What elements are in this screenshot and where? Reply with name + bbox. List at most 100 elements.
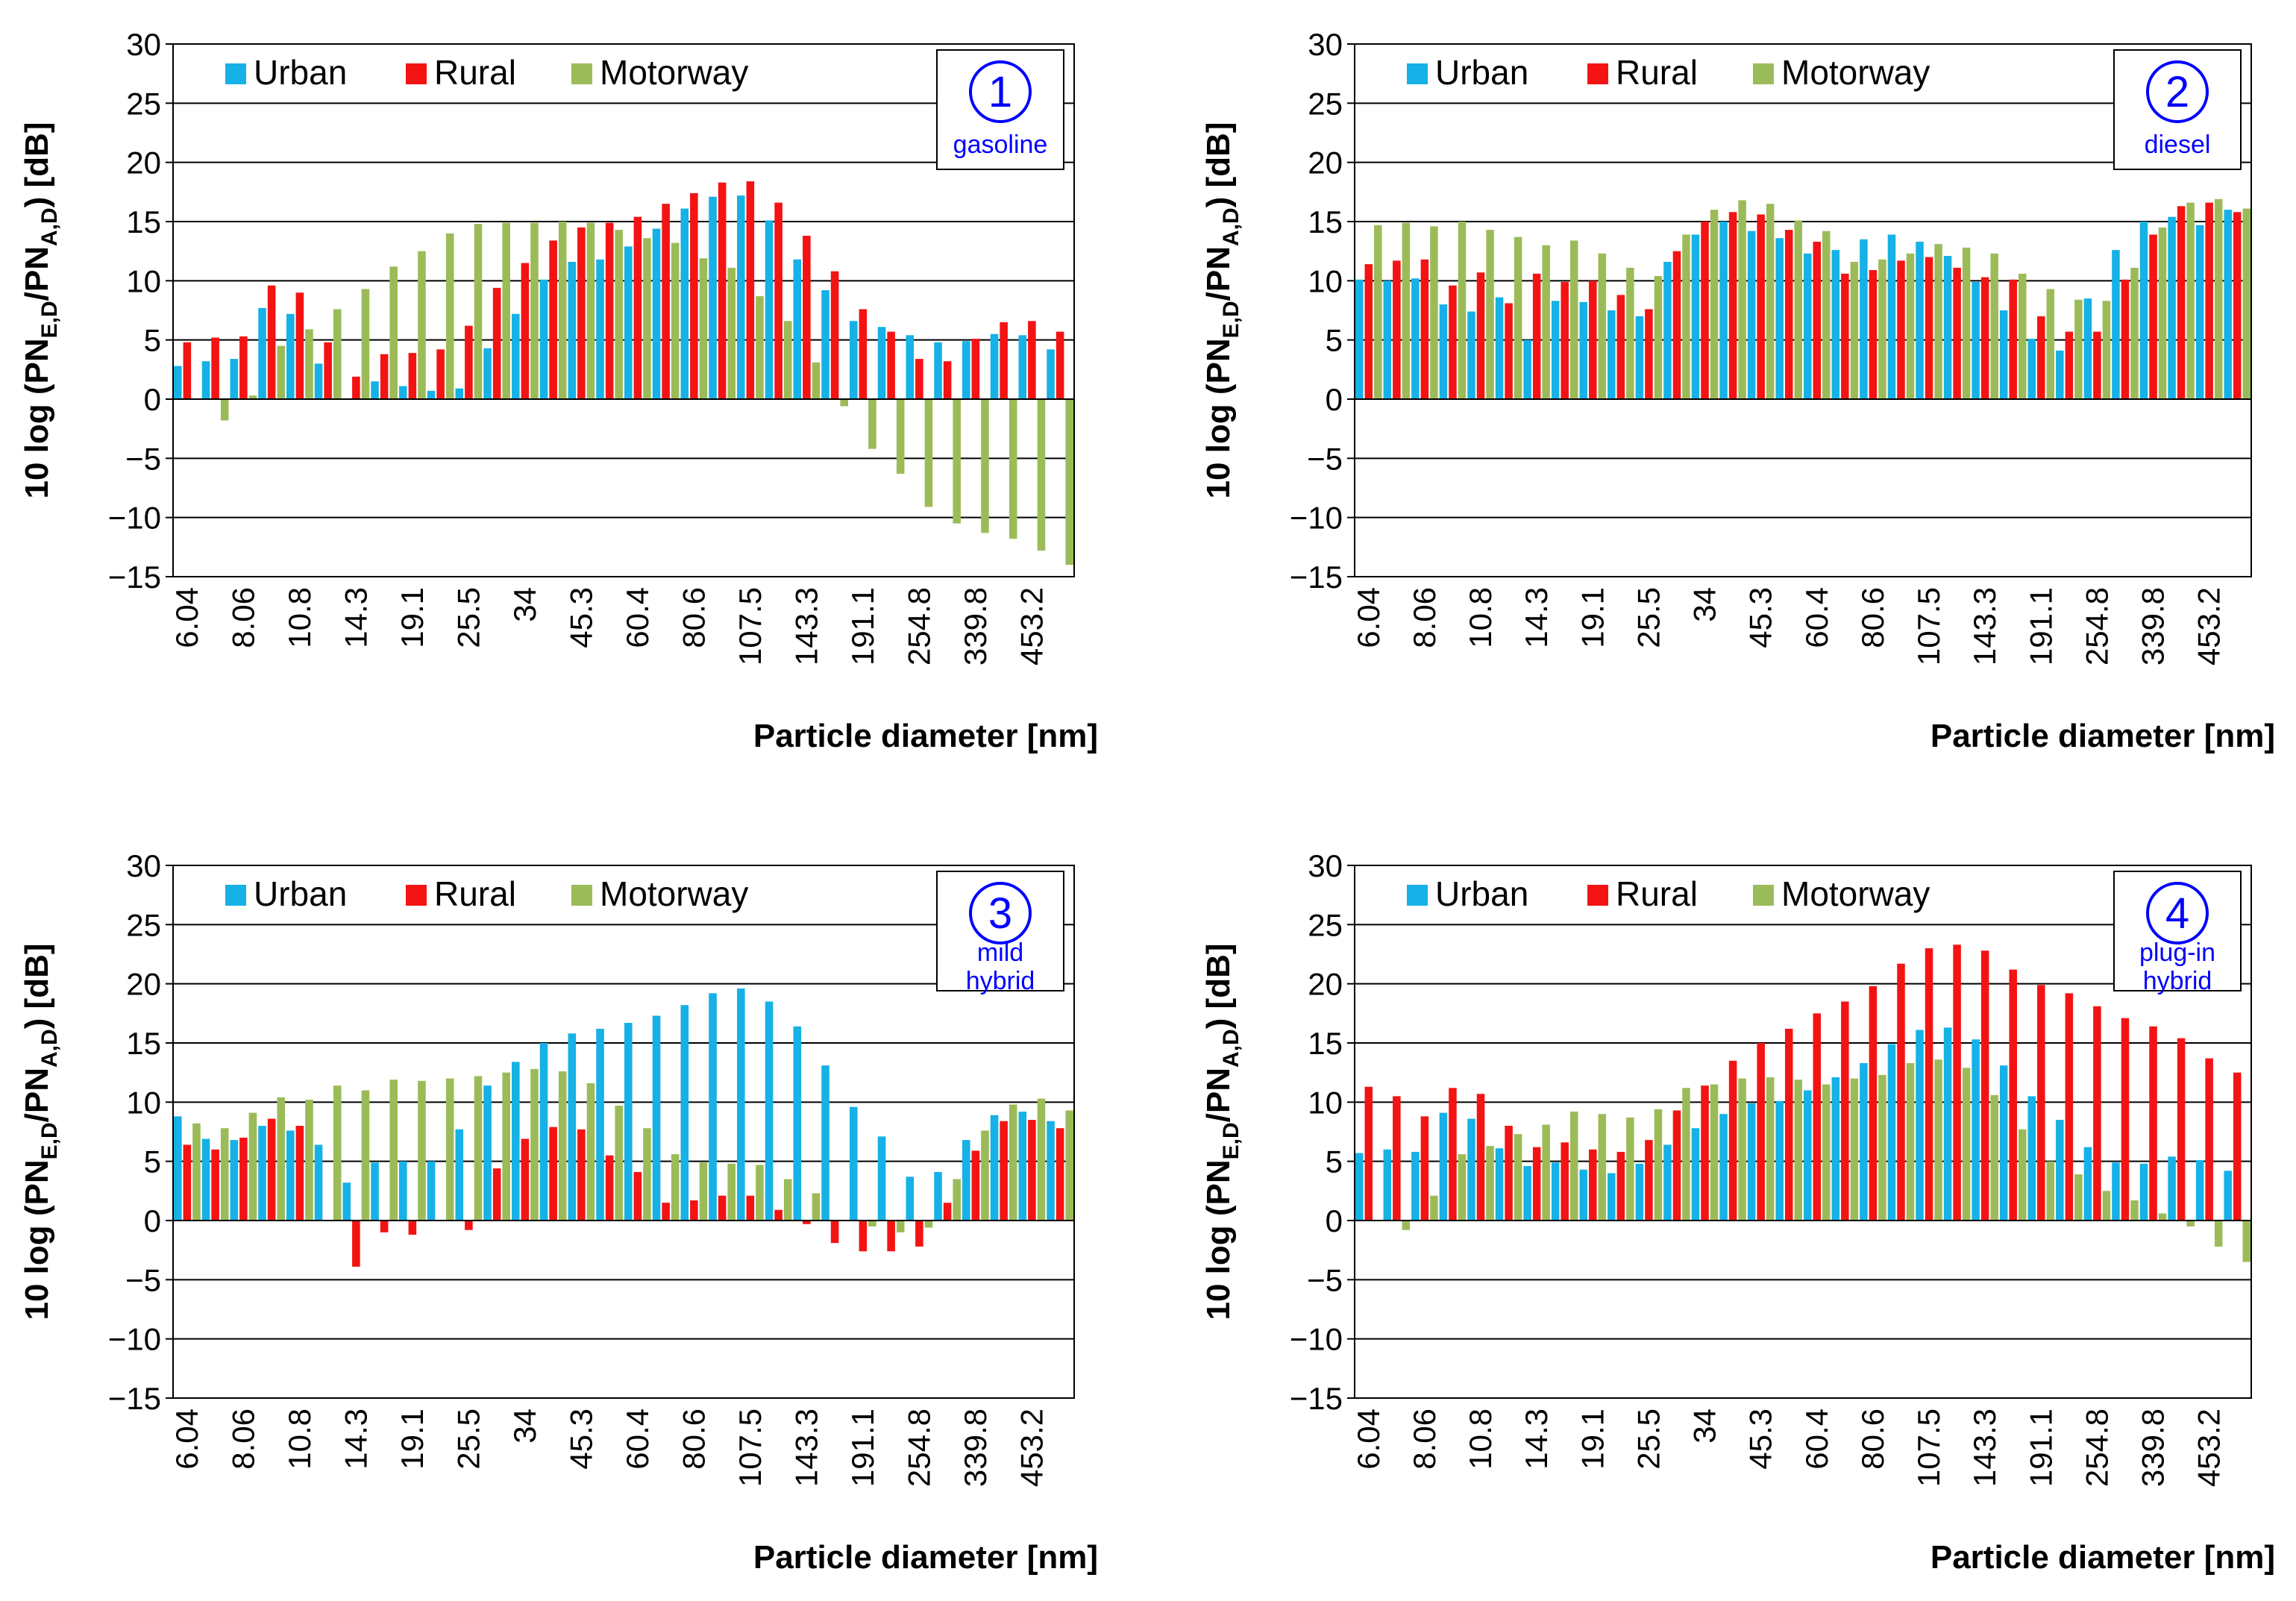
bar-motorway: [1654, 275, 1663, 399]
bar-rural: [1028, 1120, 1036, 1221]
bar-motorway: [333, 309, 342, 399]
bar-urban: [1018, 335, 1027, 399]
bar-motorway: [1934, 1059, 1942, 1221]
bar-motorway: [756, 1165, 764, 1221]
bar-rural: [1000, 1121, 1008, 1221]
bar-rural: [1420, 1116, 1429, 1221]
x-tick-label: 143.3: [788, 587, 824, 665]
bar-urban: [821, 1065, 829, 1221]
bar-urban: [1467, 1118, 1475, 1221]
bar-motorway: [1682, 1088, 1690, 1221]
x-tick-label: 339.8: [958, 1409, 993, 1487]
bar-motorway: [2102, 1191, 2111, 1221]
bar-rural: [803, 1221, 811, 1224]
x-tick-label: 8.06: [1407, 1409, 1442, 1470]
bar-rural: [859, 309, 868, 399]
bar-rural: [549, 240, 557, 399]
bar-rural: [1028, 321, 1036, 399]
bar-rural: [1728, 212, 1737, 399]
bar-urban: [1887, 1044, 1896, 1221]
bar-urban: [568, 261, 577, 399]
y-tick-label: −10: [1290, 1322, 1343, 1357]
legend: Urban Rural Motorway: [1407, 874, 1930, 913]
y-tick-label: 10: [126, 263, 161, 298]
badge-number: 2: [2165, 68, 2189, 116]
bar-urban: [1916, 241, 1924, 399]
bar-motorway: [305, 329, 313, 399]
bar-rural: [1561, 1142, 1569, 1221]
bar-rural: [1757, 1043, 1765, 1221]
bar-rural: [1000, 322, 1008, 399]
plot-area: [1354, 865, 2252, 1399]
chart-panel-3: 30 25 20 15 10 5 0 −5 −10 −156.04 8.06 10.8 14.3 19.1…: [19, 848, 1098, 1576]
bar-motorway: [896, 399, 905, 474]
y-tick-label: 15: [1308, 1026, 1343, 1061]
bar-motorway: [1990, 1094, 1998, 1221]
bar-urban: [1972, 1039, 1980, 1221]
bar-motorway: [727, 267, 735, 399]
bar-rural: [1784, 1028, 1793, 1221]
y-tick-label: −10: [1290, 501, 1343, 536]
bar-motorway: [671, 242, 680, 399]
x-tick-label: 10.8: [1463, 587, 1498, 648]
bar-urban: [1943, 256, 1952, 399]
legend-label-motorway: Motorway: [1781, 874, 1930, 913]
bar-rural: [1505, 1126, 1513, 1221]
y-tick-label: 5: [144, 1144, 161, 1179]
badge-label: gasoline: [953, 131, 1048, 159]
y-tick-label: 20: [126, 145, 161, 181]
bar-motorway: [953, 1179, 961, 1221]
bar-rural: [2177, 206, 2186, 399]
bar-motorway: [361, 289, 370, 399]
bar-rural: [183, 1144, 192, 1221]
bar-motorway: [1934, 244, 1942, 399]
bar-motorway: [418, 251, 426, 399]
bar-urban: [1860, 239, 1868, 399]
bar-motorway: [1738, 200, 1746, 399]
x-tick-label: 34: [1687, 587, 1722, 622]
badge-label: diesel: [2145, 131, 2211, 159]
bar-motorway: [1402, 1221, 1411, 1230]
bar-rural: [915, 1221, 923, 1247]
bar-rural: [1476, 272, 1485, 399]
bar-rural: [2093, 331, 2101, 399]
x-tick-label: 19.1: [1575, 587, 1610, 648]
bar-motorway: [868, 1221, 876, 1226]
bar-urban: [1047, 1121, 1055, 1221]
x-tick-label: 34: [507, 587, 542, 622]
bar-rural: [2149, 1026, 2157, 1221]
bar-motorway: [2130, 1200, 2139, 1221]
bar-rural: [1701, 222, 1709, 399]
bar-rural: [943, 361, 952, 399]
bar-motorway: [756, 295, 764, 399]
badge-circle: [2146, 882, 2209, 944]
bar-urban: [1691, 1128, 1700, 1221]
bar-motorway: [1990, 253, 1998, 399]
x-tick-label: 10.8: [1463, 1409, 1498, 1470]
bar-rural: [239, 336, 248, 399]
bar-motorway: [1598, 1114, 1607, 1221]
bar-urban: [765, 1001, 774, 1221]
bar-urban: [1943, 1027, 1952, 1221]
bar-urban: [1579, 1169, 1588, 1221]
bar-motorway: [2046, 289, 2055, 399]
bar-rural: [577, 1129, 586, 1221]
bar-urban: [850, 1106, 858, 1221]
bar-urban: [652, 1015, 661, 1221]
x-tick-label: 34: [507, 1409, 542, 1444]
x-tick-label: 107.5: [1911, 587, 1946, 665]
bar-motorway: [1009, 1104, 1017, 1221]
bar-motorway: [2102, 301, 2111, 399]
x-tick-label: 453.2: [2192, 587, 2227, 665]
bar-motorway: [840, 399, 848, 407]
bar-rural: [2009, 279, 2017, 399]
bar-motorway: [924, 399, 933, 507]
x-tick-label: 45.3: [1743, 587, 1778, 648]
bar-rural: [1869, 270, 1878, 399]
y-axis-title: 10 log (PNE,D/PNA,D) [dB]: [19, 943, 62, 1320]
x-tick-label: 6.04: [169, 587, 204, 648]
x-tick-label: 45.3: [1743, 1409, 1778, 1470]
bar-rural: [605, 222, 614, 399]
bar-urban: [230, 1140, 239, 1221]
